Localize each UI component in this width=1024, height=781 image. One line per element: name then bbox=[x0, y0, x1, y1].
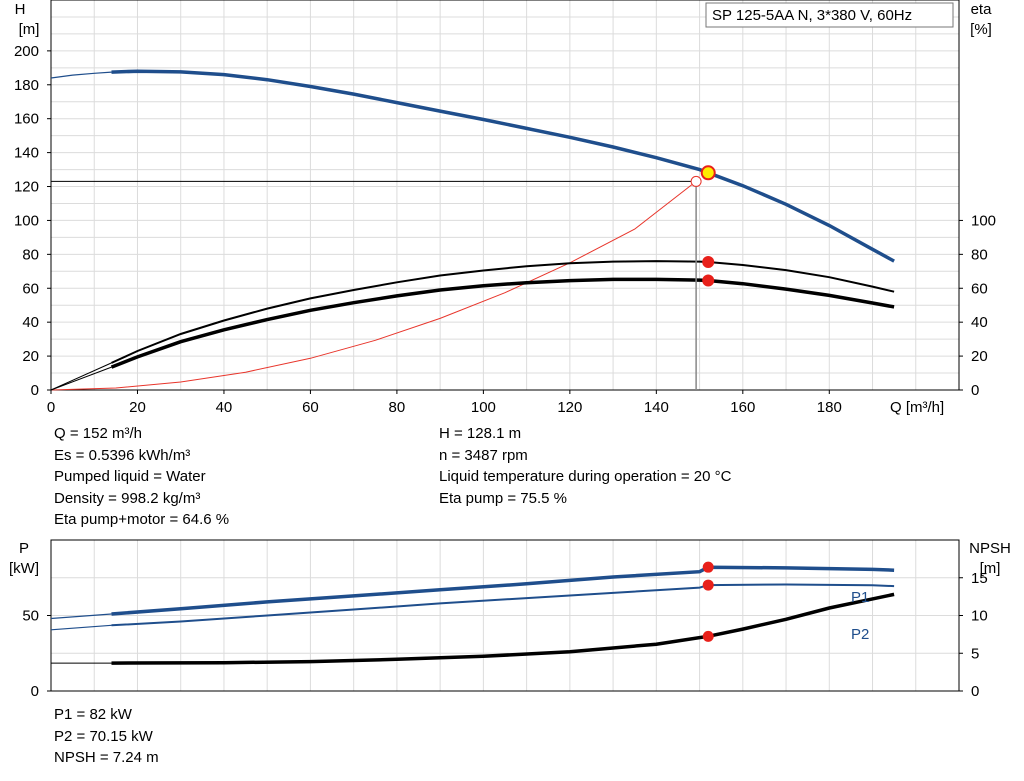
x-tick-label: 40 bbox=[216, 399, 233, 416]
y-left-tick-label: 60 bbox=[22, 280, 39, 297]
y-left-tick-label: 200 bbox=[14, 43, 39, 60]
system-curve bbox=[50, 181, 697, 391]
result-temperature: Liquid temperature during operation = 20… bbox=[439, 468, 732, 485]
result-eta-pump-motor: Eta pump+motor = 64.6 % bbox=[54, 511, 230, 528]
result-q: Q = 152 m³/h bbox=[54, 425, 142, 442]
y-right-axis-label: eta bbox=[971, 1, 993, 18]
result-npsh: NPSH = 7.24 m bbox=[54, 749, 159, 766]
x-tick-label: 60 bbox=[302, 399, 319, 416]
y-left-tick-label: 50 bbox=[22, 608, 39, 625]
y-right-axis-unit: [m] bbox=[980, 560, 1001, 577]
y-left-axis-label: P bbox=[19, 540, 29, 557]
y-right-tick-label: 100 bbox=[971, 212, 996, 229]
eta-pump-point bbox=[702, 255, 715, 268]
eta-curve-extrapolated bbox=[50, 366, 112, 391]
y-right-tick-label: 80 bbox=[971, 246, 988, 263]
npsh-curve bbox=[111, 592, 895, 665]
eta-pump-motor-curve bbox=[110, 277, 895, 369]
y-left-tick-label: 0 bbox=[31, 683, 39, 700]
head-curve bbox=[111, 69, 895, 263]
p1-label: P1 bbox=[851, 589, 869, 606]
y-left-tick-label: 0 bbox=[31, 382, 39, 399]
top-chart: 0 20 40 60 80 100 120 140 160 180 Q [m³/h] 0 20 40 60 8… bbox=[14, 0, 996, 416]
result-p2: P2 = 70.15 kW bbox=[54, 727, 153, 745]
y-right-tick-label: 0 bbox=[971, 683, 979, 700]
x-tick-label: 0 bbox=[47, 399, 55, 416]
results-left: Q = 152 m³/h Es = 0.5396 kWh/m³ Pumped l… bbox=[54, 423, 229, 531]
y-left-tick-label: 80 bbox=[22, 246, 39, 263]
y-left-tick-label: 180 bbox=[14, 77, 39, 94]
y-right-axis-label: NPSH bbox=[969, 540, 1011, 557]
x-tick-label: 140 bbox=[644, 399, 669, 416]
eta-pump-curve bbox=[111, 260, 895, 364]
p2-curve-extrapolated bbox=[50, 624, 112, 631]
y-right-tick-label: 15 bbox=[971, 570, 988, 587]
y-left-tick-label: 160 bbox=[14, 111, 39, 128]
p2-point bbox=[702, 579, 714, 591]
results-right: H = 128.1 m n = 3487 rpm Liquid temperat… bbox=[439, 423, 731, 509]
y-left-axis-label: H bbox=[15, 1, 26, 18]
result-density: Density = 998.2 kg/m³ bbox=[54, 489, 201, 507]
y-right-tick-label: 60 bbox=[971, 280, 988, 297]
result-es: Es = 0.5396 kWh/m³ bbox=[54, 446, 191, 464]
eta-curve-extrapolated bbox=[50, 362, 112, 391]
duty-point-marker bbox=[700, 165, 716, 181]
x-tick-label: 160 bbox=[730, 399, 755, 416]
y-right-axis-unit: [%] bbox=[970, 21, 992, 38]
x-axis-label: Q [m³/h] bbox=[890, 399, 944, 416]
x-tick-label: 180 bbox=[817, 399, 842, 416]
y-left-tick-label: 120 bbox=[14, 179, 39, 196]
y-right-tick-label: 40 bbox=[971, 314, 988, 331]
x-tick-label: 20 bbox=[129, 399, 146, 416]
p1-point bbox=[702, 561, 714, 573]
npsh-point bbox=[702, 630, 714, 642]
result-h: H = 128.1 m bbox=[439, 425, 522, 442]
x-tick-label: 100 bbox=[471, 399, 496, 416]
y-left-axis-unit: [m] bbox=[19, 21, 40, 38]
results-bottom: P1 = 82 kW P2 = 70.15 kW NPSH = 7.24 m bbox=[54, 704, 159, 769]
result-liquid: Pumped liquid = Water bbox=[54, 468, 206, 485]
head-curve-extrapolated bbox=[50, 71, 112, 79]
y-right-tick-label: 5 bbox=[971, 645, 979, 662]
eta-pump-motor-point bbox=[702, 274, 715, 287]
y-left-tick-label: 140 bbox=[14, 145, 39, 162]
y-right-tick-label: 20 bbox=[971, 348, 988, 365]
result-n: n = 3487 rpm bbox=[439, 446, 528, 464]
plot-frame bbox=[50, 0, 960, 391]
y-left-tick-label: 100 bbox=[14, 212, 39, 229]
bottom-chart: 0 50 P [kW] 0 5 10 15 NPSH [m] P1 P2 bbox=[9, 539, 1011, 700]
result-eta-pump: Eta pump = 75.5 % bbox=[439, 489, 567, 507]
y-left-tick-label: 20 bbox=[22, 348, 39, 365]
result-p1: P1 = 82 kW bbox=[54, 706, 132, 723]
chart-title: SP 125-5AA N, 3*380 V, 60Hz bbox=[712, 7, 912, 24]
y-right-tick-label: 0 bbox=[971, 382, 979, 399]
p2-label: P2 bbox=[851, 626, 869, 643]
y-right-tick-label: 10 bbox=[971, 608, 988, 625]
title-box bbox=[705, 2, 954, 28]
p2-curve bbox=[111, 583, 895, 627]
y-left-tick-label: 40 bbox=[22, 314, 39, 331]
x-tick-label: 120 bbox=[557, 399, 582, 416]
y-left-axis-unit: [kW] bbox=[9, 560, 39, 577]
x-tick-label: 80 bbox=[389, 399, 406, 416]
p1-curve-extrapolated bbox=[50, 613, 112, 620]
p1-curve bbox=[111, 565, 895, 616]
system-point-marker bbox=[690, 175, 702, 187]
